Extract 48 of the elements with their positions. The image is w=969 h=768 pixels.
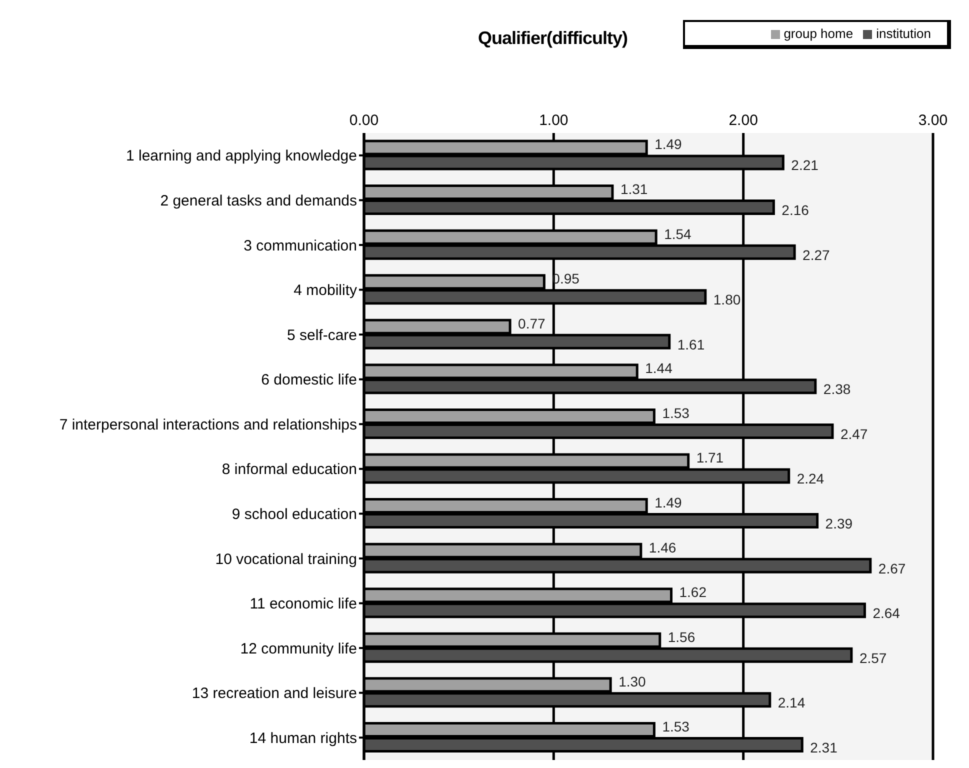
x-tick-label: 0.00	[349, 112, 379, 129]
y-tick-label: 13 recreation and leisure	[192, 685, 357, 702]
data-label: 2.16	[782, 202, 810, 218]
data-label: 2.38	[823, 381, 851, 398]
legend-label: group home	[784, 26, 854, 41]
data-label: 2.67	[878, 560, 906, 576]
x-tick-label: 2.00	[728, 112, 758, 129]
data-label: 1.61	[677, 336, 705, 352]
y-tick-label: 2 general tasks and demands	[160, 192, 357, 210]
data-label: 1.54	[664, 226, 692, 242]
data-label: 1.53	[662, 404, 690, 421]
data-label: 1.80	[713, 292, 741, 308]
data-label: 1.46	[648, 539, 676, 556]
y-tick-label: 1 learning and applying knowledge	[126, 148, 357, 165]
y-tick-label: 11 economic life	[250, 596, 357, 613]
data-label: 1.31	[620, 180, 648, 197]
y-tick-label: 6 domestic life	[261, 372, 357, 389]
data-label: 1.49	[654, 136, 682, 152]
data-label: 2.47	[840, 426, 868, 442]
y-tick-label: 3 communication	[244, 237, 357, 254]
data-label: 1.56	[668, 628, 696, 645]
y-tick-label: 4 mobility	[294, 282, 358, 300]
data-label: 1.44	[645, 360, 673, 376]
legend-label: institution	[876, 26, 931, 41]
x-tick-label: 3.00	[918, 112, 948, 129]
y-tick-label: 8 informal education	[222, 461, 357, 478]
data-label: 1.30	[618, 674, 646, 690]
y-tick-label: 7 interpersonal interactions and relationships	[59, 416, 357, 434]
y-tick-label: 5 self-care	[286, 326, 357, 344]
chart-title: Qualifier(difficulty)	[478, 28, 628, 49]
data-label: 2.14	[778, 694, 806, 711]
data-label: 1.53	[662, 718, 690, 734]
data-label: 1.49	[654, 494, 682, 510]
data-label: 0.77	[518, 315, 546, 332]
y-tick-label: 10 vocational training	[215, 550, 357, 568]
data-label: 2.21	[791, 157, 819, 174]
y-tick-label: 14 human rights	[249, 730, 357, 747]
data-label: 2.27	[802, 246, 830, 263]
data-label: 2.31	[810, 739, 838, 756]
y-tick-label: 12 community life	[240, 640, 357, 658]
data-label: 1.62	[679, 584, 707, 600]
data-label: 2.64	[872, 605, 900, 622]
x-tick-label: 1.00	[539, 112, 568, 129]
data-label: 2.39	[825, 515, 853, 532]
data-label: 1.71	[696, 450, 724, 466]
data-label: 2.24	[796, 470, 824, 487]
data-label: 2.57	[859, 650, 887, 666]
y-tick-label: 9 school education	[232, 506, 357, 524]
